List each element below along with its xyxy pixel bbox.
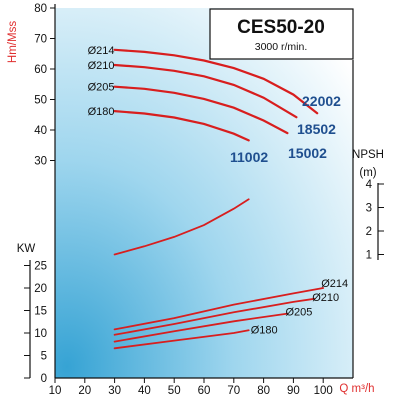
power-curve-d180: [113, 329, 250, 350]
power-tick-label: 5: [41, 351, 47, 363]
ticks: [24, 7, 384, 383]
head-curve-label: Ø205: [88, 82, 115, 94]
x-tick-label: 80: [257, 385, 270, 397]
x-tick-label: 30: [108, 385, 121, 397]
npsh-tick-label: 3: [366, 203, 372, 215]
power-curve-label: Ø214: [321, 278, 348, 290]
head-curve-label: Ø180: [88, 106, 115, 118]
head-curve-label: Ø214: [88, 45, 115, 57]
power-tick-label: 0: [41, 373, 47, 385]
x-axis-label: Q m³/h: [339, 383, 374, 395]
head-tick-label: 40: [34, 125, 47, 137]
x-tick-label: 90: [287, 385, 300, 397]
head-axis-label: Hm/Mss: [7, 21, 19, 63]
power-tick-label: 25: [34, 261, 47, 273]
chart-subtitle: 3000 r/min.: [255, 41, 308, 53]
x-tick-label: 20: [78, 385, 91, 397]
power-tick-label: 15: [34, 306, 47, 318]
x-tick-label: 10: [49, 385, 62, 397]
npsh-curve: [113, 198, 250, 256]
title-box: CES50-20 3000 r/min.: [209, 8, 354, 60]
npsh-tick-label: 4: [366, 179, 373, 191]
npsh-axis-label: NPSH: [352, 149, 384, 161]
head-tick-label: 50: [34, 95, 47, 107]
power-tick-label: 10: [34, 328, 47, 340]
curves: [113, 48, 325, 350]
plot-background: [55, 8, 353, 378]
head-curve-d205: [113, 85, 289, 135]
head-tick-label: 30: [34, 156, 47, 168]
x-tick-label: 50: [168, 385, 181, 397]
curve-labels: Ø214Ø210Ø205Ø18022002185021500211002Ø214…: [88, 45, 349, 337]
head-curve-d214: [113, 48, 319, 115]
power-curve-d205: [113, 312, 289, 343]
power-axis-label: KW: [17, 243, 36, 255]
head-curve-d180: [113, 110, 250, 142]
flow-label: 22002: [302, 93, 341, 109]
flow-label: 18502: [297, 121, 336, 137]
head-curve-label: Ø210: [88, 60, 115, 72]
tick-labels: 10 20 30 40 50 60 70 80 90 1008070605040302520151…: [34, 3, 372, 397]
power-curve-d210: [113, 297, 316, 336]
power-tick-label: 20: [34, 283, 47, 295]
x-tick-label: 100: [314, 385, 333, 397]
head-tick-label: 80: [34, 3, 47, 15]
npsh-unit-label: (m): [359, 167, 376, 179]
power-curve-label: Ø210: [312, 292, 339, 304]
npsh-tick-label: 1: [366, 250, 372, 262]
x-tick-label: 40: [138, 385, 151, 397]
head-curve-d210: [113, 63, 298, 119]
chart-title: CES50-20: [237, 17, 325, 38]
head-tick-label: 60: [34, 64, 47, 76]
npsh-tick-label: 2: [366, 226, 372, 238]
power-curve-label: Ø180: [251, 324, 278, 336]
power-curve-label: Ø205: [285, 307, 312, 319]
power-curve-d214: [113, 287, 325, 331]
x-tick-label: 60: [198, 385, 211, 397]
x-tick-label: 70: [227, 385, 240, 397]
flow-label: 11002: [230, 149, 268, 165]
head-tick-label: 70: [34, 34, 47, 46]
flow-label: 15002: [288, 145, 327, 161]
